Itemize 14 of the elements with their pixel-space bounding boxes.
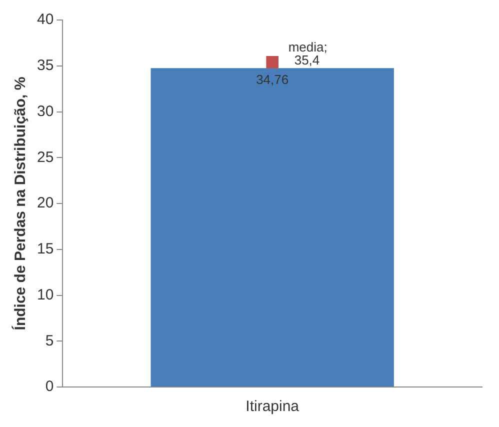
y-tick-label: 5 (45, 332, 54, 350)
data-label: 34,76 (256, 72, 289, 88)
x-tick-label: Itirapina (246, 398, 300, 416)
y-tick-label: 20 (36, 194, 54, 212)
y-tick-label: 10 (36, 286, 54, 304)
y-tick-label: 15 (36, 240, 54, 258)
series-label: media; (288, 39, 328, 54)
y-tick-label: 35 (36, 57, 54, 74)
y-tick-label: 25 (36, 148, 54, 166)
y-axis-title: Índice de Perdas na Distribuição, % (11, 76, 30, 330)
y-tick-label: 30 (36, 102, 54, 120)
y-tick-label: 40 (36, 11, 54, 28)
y-tick-label: 0 (45, 378, 54, 396)
data-label: 35,4 (294, 52, 320, 68)
